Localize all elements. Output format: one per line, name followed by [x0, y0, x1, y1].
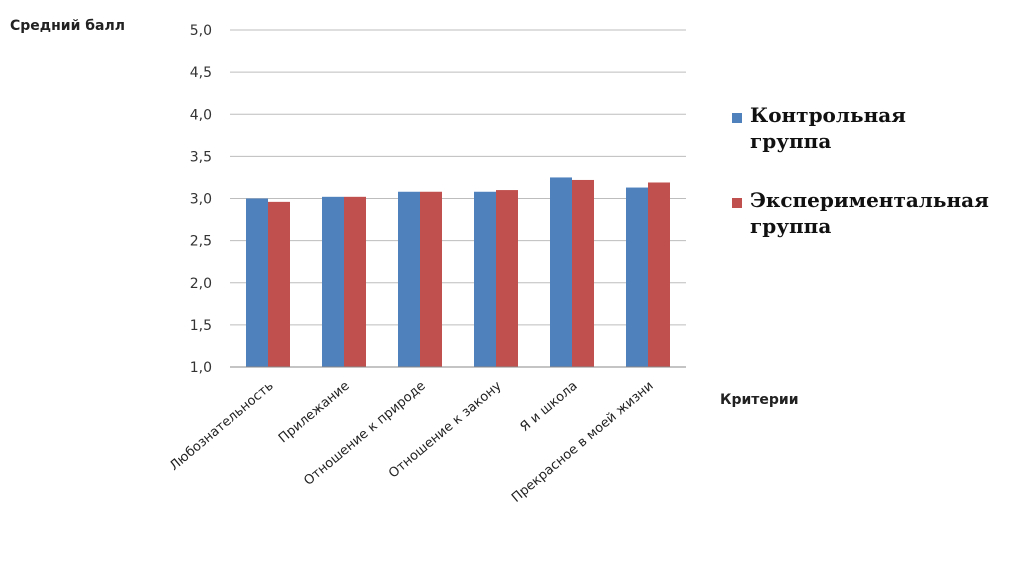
bar-control: [246, 198, 268, 367]
y-tick-label: 3,0: [190, 192, 212, 208]
bar-experimental: [268, 201, 290, 367]
legend-swatch: [732, 198, 742, 208]
bar-experimental: [420, 191, 442, 367]
x-tick-label: Отношение к природе: [301, 379, 428, 489]
bars: [246, 177, 670, 367]
gridlines: [230, 29, 686, 368]
y-tick-label: 4,0: [190, 107, 212, 123]
legend: Контрольная группа Экспериментальная группа: [732, 103, 989, 238]
x-tick-label: Прилежание: [276, 379, 353, 447]
y-tick-label: 3,5: [190, 149, 212, 165]
legend-swatch: [732, 113, 742, 123]
y-tick-label: 1,5: [190, 318, 212, 334]
x-axis-title: Критерии: [720, 392, 799, 408]
bar-control: [322, 196, 344, 367]
bar-experimental: [572, 179, 594, 367]
legend-label: Контрольная группа: [750, 103, 906, 153]
y-tick-label: 5,0: [190, 23, 212, 39]
y-axis-ticks: 1,0 1,5 2,0 2,5 3,0 3,5 4,0 4,5 5,0: [190, 23, 212, 376]
x-tick-label: Я и школа: [518, 379, 581, 435]
y-tick-label: 2,0: [190, 276, 212, 292]
y-tick-label: 4,5: [190, 65, 212, 81]
y-axis-title: Средний балл: [10, 18, 125, 34]
bar-control: [550, 177, 572, 367]
bar-control: [474, 191, 496, 367]
bar-control: [398, 191, 420, 367]
bar-experimental: [648, 182, 670, 367]
legend-label: Экспериментальная группа: [750, 188, 989, 238]
y-tick-label: 2,5: [190, 234, 212, 250]
bar-experimental: [344, 196, 366, 367]
x-tick-label: Прекрасное в моей жизни: [509, 379, 657, 506]
bar-control: [626, 187, 648, 367]
y-tick-label: 1,0: [190, 360, 212, 376]
x-tick-label: Любознательность: [167, 379, 277, 474]
bar-experimental: [496, 190, 518, 367]
